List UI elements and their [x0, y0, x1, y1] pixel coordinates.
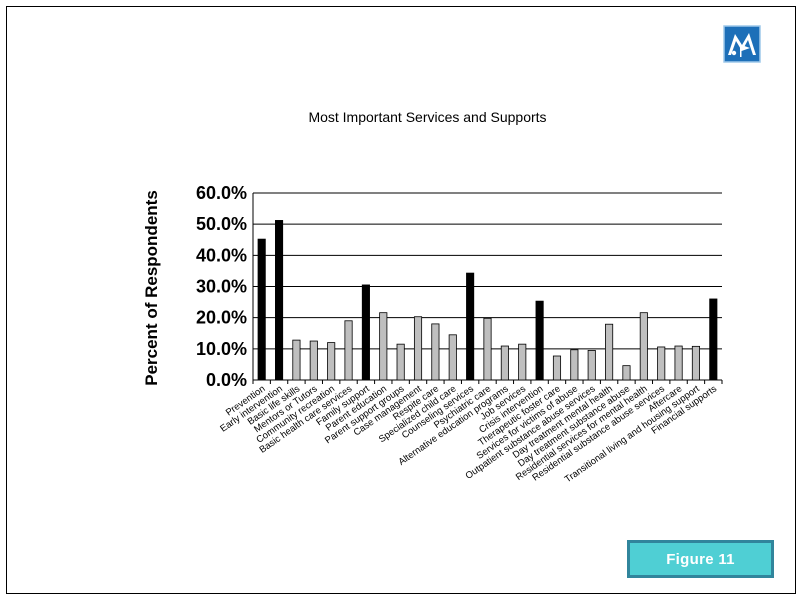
bar [552, 355, 562, 381]
bar [396, 343, 405, 381]
bar [292, 339, 301, 381]
bar [605, 323, 614, 381]
bar [500, 345, 509, 381]
bar [257, 238, 266, 381]
bar [309, 340, 318, 381]
bar [518, 343, 527, 381]
y-tick-label: 20.0% [196, 308, 247, 328]
bar [344, 320, 353, 381]
y-tick-label: 0.0% [206, 370, 247, 390]
bar [483, 317, 492, 381]
bar [361, 284, 370, 381]
y-tick-label: 10.0% [196, 339, 247, 359]
y-tick-label: 30.0% [196, 277, 247, 297]
bar [674, 345, 683, 381]
bar [639, 312, 648, 381]
bar [570, 349, 579, 381]
bar [622, 365, 631, 381]
bar [413, 316, 423, 381]
bar [275, 220, 284, 381]
bar [379, 312, 388, 381]
y-tick-label: 50.0% [196, 214, 247, 234]
bar [587, 349, 596, 381]
bar [657, 346, 666, 381]
chart-title: Most Important Services and Supports [308, 109, 547, 125]
bar [691, 345, 700, 381]
y-tick-label: 40.0% [196, 245, 247, 265]
bar [709, 298, 718, 381]
bar [327, 342, 336, 381]
bar [466, 272, 475, 381]
bar [535, 300, 544, 381]
mountain-flag-logo-icon [723, 25, 761, 63]
bar [448, 334, 457, 381]
figure-label-badge: Figure 11 [627, 540, 774, 578]
bar [431, 323, 440, 381]
y-axis-label: Percent of Respondents [142, 190, 161, 386]
slide-frame [6, 6, 796, 594]
y-tick-label: 60.0% [196, 183, 247, 203]
